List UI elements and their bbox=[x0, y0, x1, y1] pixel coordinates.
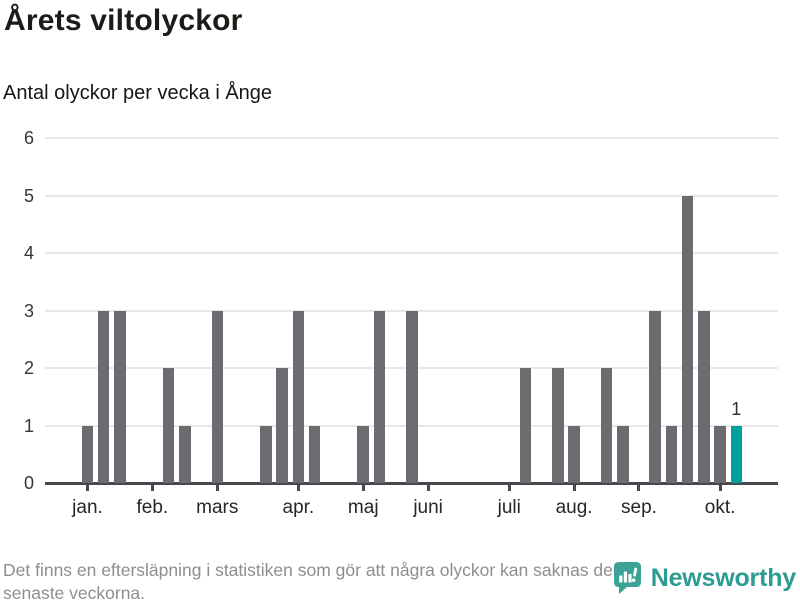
chart-subtitle: Antal olyckor per vecka i Ånge bbox=[3, 82, 273, 104]
footer-note-line2: senaste veckorna. bbox=[3, 583, 146, 603]
bar-week-14 bbox=[292, 310, 305, 483]
y-axis-label-3: 3 bbox=[23, 300, 34, 321]
bar-week-12 bbox=[260, 425, 272, 483]
x-axis-label-okt: okt. bbox=[704, 497, 736, 518]
bar-week-13 bbox=[276, 368, 288, 483]
x-axis-tick-jan bbox=[86, 483, 89, 491]
x-axis-label-mars: mars bbox=[196, 497, 239, 518]
x-axis-label-aug: aug. bbox=[555, 497, 593, 518]
bar-week-21 bbox=[406, 310, 418, 483]
bar-week-9 bbox=[211, 310, 223, 483]
x-axis-label-apr: apr. bbox=[282, 497, 315, 518]
y-axis-label-4: 4 bbox=[23, 243, 34, 263]
bar-chart-plot: 0 1 2 3 4 5 6 jan. feb. mars apr. maj juni juli aug. se… bbox=[23, 128, 778, 518]
x-axis-tick-okt bbox=[718, 483, 722, 491]
bar-week-30 bbox=[552, 368, 564, 483]
newsworthy-branding: Newsworthy bbox=[613, 561, 796, 595]
bar-week-15 bbox=[308, 425, 321, 483]
x-axis-tick-sep bbox=[637, 483, 641, 491]
bar-week-3 bbox=[114, 310, 126, 483]
bar-week-2 bbox=[97, 310, 110, 483]
gridline-y-6 bbox=[45, 137, 778, 139]
newsworthy-wordmark: Newsworthy bbox=[650, 564, 796, 592]
x-axis-tick-maj bbox=[361, 483, 365, 491]
gridline-y-4 bbox=[45, 252, 778, 254]
x-axis-tick-feb bbox=[150, 483, 154, 491]
bar-week-41 bbox=[730, 425, 743, 483]
bar-week-40 bbox=[714, 425, 726, 483]
bar-week-18 bbox=[357, 425, 369, 483]
bar-week-28 bbox=[519, 368, 532, 483]
bar-week-1 bbox=[81, 425, 94, 483]
x-axis-label-juni: juni bbox=[413, 497, 443, 518]
bar-week-37 bbox=[665, 425, 678, 483]
x-axis-tick-juli bbox=[507, 483, 511, 491]
y-axis-label-0: 0 bbox=[23, 473, 34, 493]
x-axis-label-jan: jan. bbox=[72, 497, 103, 518]
x-axis-tick-aug bbox=[572, 483, 576, 491]
y-axis-label-2: 2 bbox=[23, 358, 34, 378]
bar-week-19 bbox=[373, 310, 386, 483]
bar-week-38 bbox=[681, 195, 694, 483]
x-axis-tick-juni bbox=[426, 483, 430, 491]
x-axis-tick-mars bbox=[215, 483, 219, 491]
y-axis-label-6: 6 bbox=[23, 128, 34, 148]
gridline-y-5 bbox=[45, 194, 778, 197]
x-axis-tick-apr bbox=[296, 483, 300, 491]
bar-week-36 bbox=[649, 310, 661, 483]
y-axis-label-5: 5 bbox=[23, 185, 34, 206]
bar-week-7 bbox=[179, 425, 191, 483]
bar-week-33 bbox=[600, 368, 613, 483]
x-axis-label-sep: sep. bbox=[621, 497, 657, 518]
bar-week-6 bbox=[162, 368, 175, 483]
x-axis-label-maj: maj bbox=[347, 497, 379, 518]
bar-week-31 bbox=[568, 425, 580, 483]
highlight-bar-value-label: 1 bbox=[731, 398, 742, 419]
x-axis-label-feb: feb. bbox=[136, 497, 169, 518]
footer-note: Det finns en eftersläpning i statistiken… bbox=[3, 559, 635, 605]
chart-title: Årets viltolyckor bbox=[4, 4, 243, 37]
x-axis-label-juli: juli bbox=[497, 497, 521, 518]
bar-week-34 bbox=[617, 425, 629, 483]
newsworthy-logo-icon bbox=[613, 562, 641, 594]
bar-week-39 bbox=[698, 310, 710, 483]
x-axis-baseline bbox=[45, 481, 778, 485]
footer-note-line1: Det finns en eftersläpning i statistiken… bbox=[3, 560, 613, 580]
y-axis-label-1: 1 bbox=[23, 415, 34, 436]
